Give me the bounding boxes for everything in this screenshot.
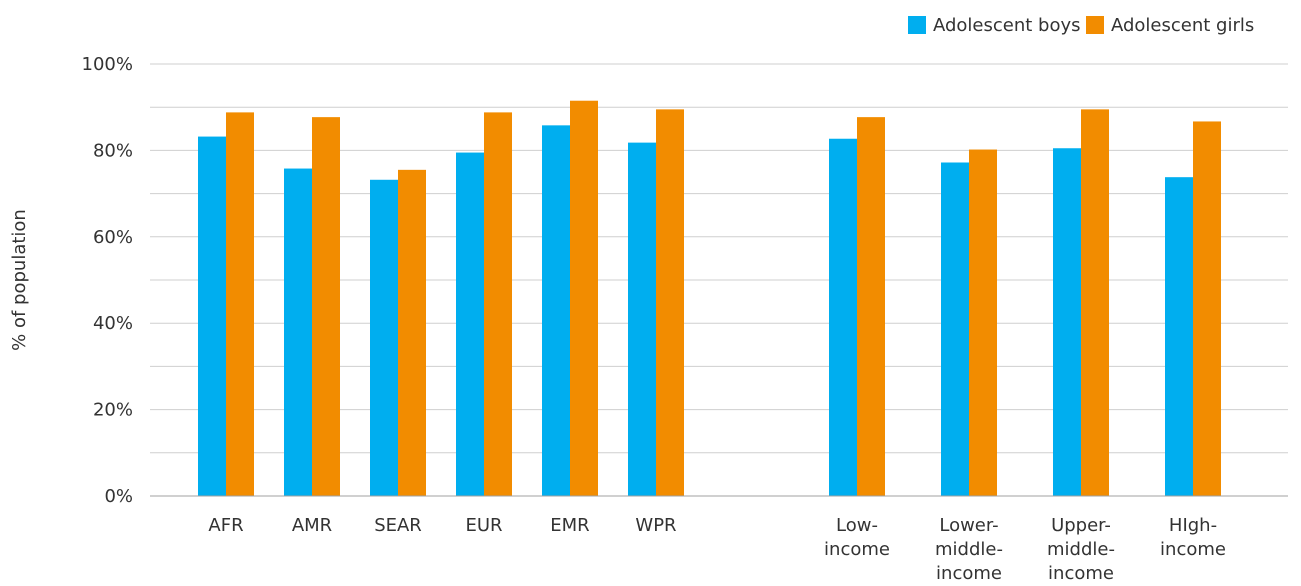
x-tick-label: AFR (208, 515, 243, 536)
bar-girls (656, 109, 684, 497)
x-tick-label-line: AMR (292, 515, 332, 536)
x-tick-label: Lower-middle-income (935, 515, 1003, 584)
bar-boys (628, 142, 656, 496)
x-tick-label: SEAR (374, 515, 422, 536)
bar-boys (456, 152, 484, 496)
y-tick-label: 100% (82, 54, 133, 75)
bar-boys (370, 179, 398, 496)
x-tick-label: EUR (465, 515, 502, 536)
x-tick-label: HIgh-income (1160, 515, 1226, 560)
x-tick-label-line: Low- (836, 515, 878, 536)
y-tick-label: 20% (93, 400, 133, 421)
bar-girls (398, 169, 426, 496)
x-tick-label-line: income (1160, 539, 1226, 560)
x-tick-label: AMR (292, 515, 332, 536)
bar-boys (1165, 177, 1193, 496)
y-tick-label: 0% (104, 486, 133, 507)
x-tick-label: WPR (635, 515, 676, 536)
bar-girls (312, 117, 340, 497)
bar-boys (284, 168, 312, 496)
bar-girls (570, 100, 598, 496)
legend-swatch (1086, 16, 1104, 34)
x-tick-label-line: HIgh- (1169, 515, 1217, 536)
axes: 0% 20% 40% 60% 80% 100% AFR AMR SEAR EUR EMR WPR Low… (82, 54, 1288, 584)
bar-boys (542, 125, 570, 497)
x-tick-label-line: income (1048, 563, 1114, 584)
bar-girls (1081, 109, 1109, 497)
x-tick-label-line: middle- (1047, 539, 1115, 560)
y-tick-label: 40% (93, 313, 133, 334)
bar-girls (226, 112, 254, 496)
x-tick-label-line: income (936, 563, 1002, 584)
x-tick-label-line: EUR (465, 515, 502, 536)
x-tick-label-line: middle- (935, 539, 1003, 560)
bar-girls (484, 112, 512, 496)
bar-girls (857, 117, 885, 497)
x-tick-label-line: income (824, 539, 890, 560)
bars (198, 100, 1221, 497)
bar-boys (829, 138, 857, 496)
x-tick-label-line: AFR (208, 515, 243, 536)
bar-girls (1193, 121, 1221, 497)
x-tick-label-line: WPR (635, 515, 676, 536)
legend-label: Adolescent boys (933, 15, 1081, 36)
x-tick-label-line: SEAR (374, 515, 422, 536)
y-axis-label: % of population (9, 209, 30, 351)
x-tick-label: Upper-middle-income (1047, 515, 1115, 584)
y-tick-label: 80% (93, 140, 133, 161)
x-tick-label-line: Upper- (1051, 515, 1111, 536)
y-tick-label: 60% (93, 227, 133, 248)
x-tick-label: Low-income (824, 515, 890, 560)
legend: Adolescent boys Adolescent girls (908, 15, 1254, 36)
x-tick-label-line: Lower- (939, 515, 998, 536)
x-tick-label-line: EMR (550, 515, 589, 536)
legend-label: Adolescent girls (1111, 15, 1254, 36)
bar-boys (941, 162, 969, 496)
x-tick-label: EMR (550, 515, 589, 536)
bar-girls (969, 149, 997, 496)
legend-swatch (908, 16, 926, 34)
bar-boys (198, 136, 226, 497)
bar-boys (1053, 148, 1081, 497)
